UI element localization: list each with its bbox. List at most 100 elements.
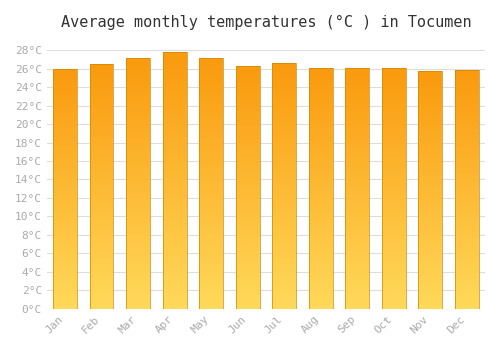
- Bar: [455, 304, 478, 306]
- Bar: [272, 287, 296, 289]
- Bar: [163, 237, 186, 239]
- Bar: [126, 85, 150, 88]
- Bar: [163, 286, 186, 288]
- Bar: [126, 125, 150, 128]
- Bar: [272, 225, 296, 228]
- Bar: [418, 306, 442, 309]
- Bar: [455, 287, 478, 289]
- Bar: [382, 237, 406, 239]
- Bar: [126, 88, 150, 90]
- Bar: [418, 71, 442, 309]
- Bar: [126, 203, 150, 206]
- Bar: [163, 252, 186, 255]
- Bar: [272, 228, 296, 230]
- Bar: [90, 135, 114, 138]
- Bar: [382, 178, 406, 181]
- Bar: [54, 164, 77, 167]
- Bar: [455, 285, 478, 287]
- Bar: [200, 241, 223, 244]
- Bar: [200, 93, 223, 95]
- Bar: [346, 186, 369, 188]
- Bar: [309, 203, 332, 205]
- Bar: [418, 218, 442, 221]
- Bar: [455, 175, 478, 177]
- Bar: [54, 201, 77, 203]
- Bar: [54, 131, 77, 133]
- Bar: [346, 253, 369, 256]
- Bar: [455, 216, 478, 218]
- Bar: [272, 186, 296, 188]
- Bar: [163, 188, 186, 191]
- Bar: [163, 275, 186, 278]
- Bar: [382, 164, 406, 167]
- Bar: [418, 86, 442, 88]
- Bar: [163, 219, 186, 222]
- Bar: [90, 157, 114, 160]
- Bar: [418, 275, 442, 278]
- Bar: [346, 138, 369, 140]
- Bar: [200, 57, 223, 309]
- Bar: [54, 287, 77, 289]
- Bar: [346, 92, 369, 94]
- Bar: [346, 200, 369, 203]
- Bar: [346, 145, 369, 147]
- Bar: [309, 244, 332, 246]
- Bar: [163, 119, 186, 121]
- Bar: [382, 273, 406, 275]
- Bar: [346, 191, 369, 193]
- Bar: [418, 197, 442, 199]
- Bar: [272, 218, 296, 220]
- Bar: [236, 270, 260, 272]
- Bar: [382, 285, 406, 287]
- Bar: [309, 135, 332, 138]
- Bar: [200, 103, 223, 105]
- Bar: [382, 251, 406, 253]
- Bar: [54, 110, 77, 112]
- Bar: [382, 195, 406, 198]
- Bar: [90, 270, 114, 272]
- Bar: [90, 257, 114, 260]
- Bar: [455, 173, 478, 175]
- Bar: [163, 52, 186, 55]
- Bar: [90, 301, 114, 304]
- Bar: [54, 302, 77, 304]
- Bar: [126, 95, 150, 98]
- Bar: [163, 191, 186, 193]
- Bar: [90, 225, 114, 228]
- Bar: [309, 224, 332, 227]
- Bar: [236, 148, 260, 151]
- Bar: [309, 174, 332, 176]
- Bar: [455, 266, 478, 268]
- Bar: [54, 244, 77, 246]
- Bar: [200, 284, 223, 286]
- Bar: [382, 97, 406, 99]
- Bar: [455, 82, 478, 84]
- Bar: [54, 273, 77, 275]
- Bar: [163, 278, 186, 280]
- Bar: [309, 113, 332, 116]
- Bar: [309, 268, 332, 270]
- Bar: [126, 284, 150, 286]
- Bar: [54, 304, 77, 306]
- Bar: [236, 289, 260, 292]
- Bar: [54, 100, 77, 102]
- Bar: [236, 231, 260, 233]
- Bar: [272, 284, 296, 287]
- Bar: [272, 171, 296, 174]
- Bar: [54, 208, 77, 210]
- Bar: [90, 282, 114, 284]
- Bar: [90, 64, 114, 309]
- Bar: [309, 152, 332, 154]
- Bar: [126, 118, 150, 120]
- Bar: [54, 239, 77, 241]
- Bar: [382, 275, 406, 278]
- Bar: [309, 94, 332, 97]
- Bar: [54, 285, 77, 287]
- Bar: [418, 211, 442, 214]
- Bar: [272, 260, 296, 262]
- Bar: [163, 78, 186, 80]
- Bar: [236, 166, 260, 168]
- Bar: [90, 79, 114, 81]
- Bar: [272, 144, 296, 147]
- Bar: [455, 77, 478, 79]
